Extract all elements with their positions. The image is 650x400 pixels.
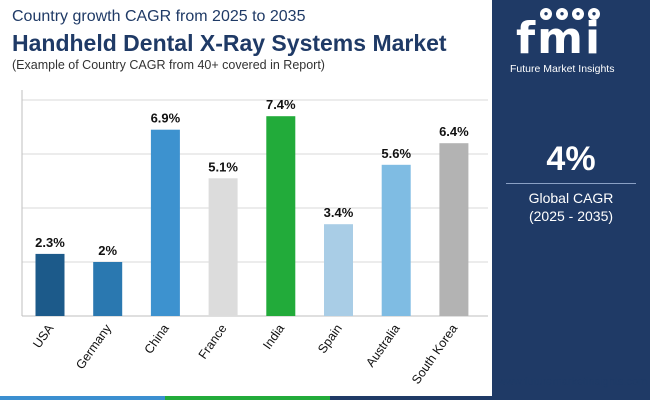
global-cagr-period: (2025 - 2035) — [528, 208, 614, 224]
fmi-logo: ● ● ● ● fmi Future Market Insights — [510, 8, 632, 78]
data-label: 6.9% — [151, 111, 181, 126]
data-label: 2% — [98, 243, 117, 258]
bar-usa — [35, 253, 65, 316]
category-label: France — [196, 322, 230, 362]
data-label: 5.6% — [381, 146, 411, 161]
chart-title: Handheld Dental X-Ray Systems Market — [12, 30, 447, 56]
data-label: 7.4% — [266, 97, 296, 112]
header: Country growth CAGR from 2025 to 2035 Ha… — [0, 0, 492, 78]
logo-letters: fmi — [516, 13, 603, 64]
data-label: 6.4% — [439, 124, 469, 139]
category-label: Germany — [73, 321, 114, 372]
logo-text: Future Market Insights — [510, 63, 615, 75]
global-cagr-value: 4% — [546, 140, 596, 178]
data-label: 3.4% — [324, 205, 354, 220]
logo-icon: ● — [540, 8, 552, 20]
divider — [506, 183, 636, 184]
category-label: China — [142, 322, 172, 357]
bar-germany — [93, 262, 123, 316]
logo-icon: ● — [588, 8, 600, 20]
category-label: USA — [30, 321, 57, 351]
bottom-bar-green — [165, 396, 330, 400]
chart-note: (Example of Country CAGR from 40+ covere… — [12, 58, 325, 72]
logo-icons: ● ● ● ● — [540, 8, 600, 20]
bar-spain — [324, 224, 353, 316]
logo-icon: ● — [572, 8, 584, 20]
category-label: Spain — [315, 322, 345, 356]
chart-subtitle: Country growth CAGR from 2025 to 2035 — [12, 8, 306, 25]
bar-australia — [381, 164, 411, 316]
category-label: India — [260, 322, 287, 352]
bar-south-korea — [439, 143, 469, 316]
bar-france — [208, 178, 238, 316]
bottom-bar-blue — [0, 396, 165, 400]
category-label: South Korea — [409, 322, 460, 387]
category-label: Australia — [363, 322, 402, 370]
data-label: 5.1% — [208, 159, 238, 174]
bar-india — [266, 116, 296, 316]
bar-chart: 2.3% USA 2% Germany 6.9% China 5.1% France 7.4% I… — [21, 90, 488, 387]
bar-china — [150, 129, 180, 316]
logo-icon: ● — [556, 8, 568, 20]
website-link[interactable]: www.futuremarketinsights.com — [498, 376, 648, 388]
bottom-bar-navy — [330, 396, 650, 400]
sidebar: ● ● ● ● fmi Future Market Insights 4% Gl… — [492, 0, 650, 400]
global-cagr-label: Global CAGR — [528, 190, 614, 206]
data-label: 2.3% — [35, 235, 65, 250]
